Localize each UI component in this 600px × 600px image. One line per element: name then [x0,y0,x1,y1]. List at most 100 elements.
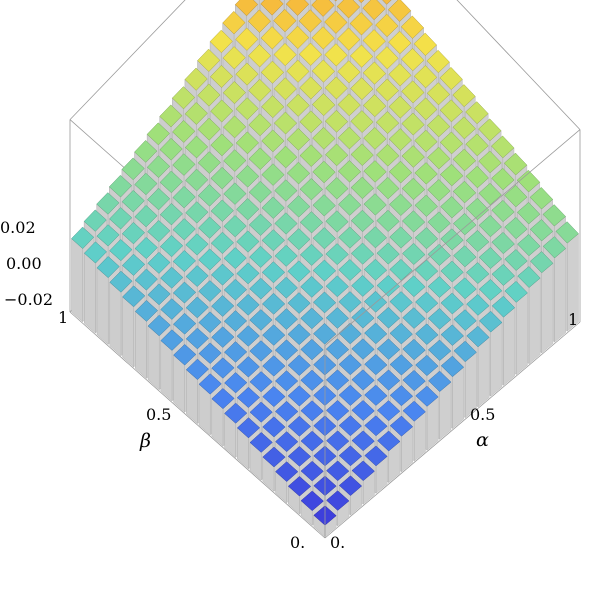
z-tick-label-1: 0.02 [0,218,36,237]
bar-top [414,97,438,121]
bar-top [184,67,208,91]
bar-top [248,213,273,236]
bar-top [210,166,234,190]
bar-top [326,460,350,482]
bar-top [134,236,158,260]
bar-top [159,203,183,226]
bar-top [223,115,247,139]
bar-top [121,222,145,245]
bar-top [351,338,375,360]
bar-top [439,131,464,155]
y-tick-label-0: 0. [290,533,305,552]
bar-top [273,42,297,67]
bar-top [134,140,158,163]
bar-top [452,84,476,108]
bar-top [428,339,452,361]
bar-top [388,30,412,55]
bar-top [300,307,324,330]
bar-top [427,114,451,138]
bar-top [325,177,349,200]
bar-top [71,226,95,249]
bar-top [261,196,285,219]
bar-top [440,163,464,187]
bar-top [122,285,146,308]
bar-top [298,9,322,33]
bar-top [249,245,273,268]
bar-top [210,231,234,254]
bar-top [236,325,260,347]
bar-top [388,160,413,184]
box-edge-front-top [324,129,581,346]
bar-top [275,370,299,392]
bar-top [121,189,145,213]
bar-top [274,145,298,169]
bar-top [465,230,490,253]
bar-top [350,209,375,233]
bar-top [402,275,426,298]
bar-top [147,251,171,274]
bar-top [160,266,184,289]
bar-top [401,48,425,72]
bar-top [286,161,311,185]
bar-top [362,61,387,85]
bar-top [389,322,413,345]
bar-top [185,201,209,224]
bar-top [402,400,426,422]
bar-top [349,12,373,36]
bar-top [287,415,311,437]
bar-top [413,32,437,56]
bar-top [402,210,426,233]
bar-top [286,25,310,50]
box-edge-front-floor-beta [69,311,326,539]
bar-top [210,99,234,123]
bar-side-left [135,310,147,379]
bar-top [260,0,284,16]
bar-top [324,10,348,34]
bar-top [440,228,464,251]
bar-top [222,81,246,105]
bar-top [262,355,286,377]
bar-top [172,120,196,143]
bar-top [325,275,349,298]
bar-top [300,243,324,266]
bar-top [478,118,502,142]
bar-top [415,354,439,377]
bar-top [223,247,247,270]
bar-top [375,13,399,38]
bar-top [338,193,362,216]
bar-top [334,0,338,2]
bar-top [350,110,374,133]
bar-top [402,307,426,329]
bar-top [426,82,451,106]
bar-top [504,184,528,208]
bar-top [248,113,272,137]
bar-top [197,184,222,207]
bar-top [299,211,324,234]
bar-top [287,385,311,407]
bar-top [83,241,107,264]
bar-top [428,370,452,392]
bar-top [286,93,310,117]
bar-top [274,179,298,202]
bar-top [173,344,197,366]
bar-top [453,309,477,331]
bar-top [364,290,388,313]
bar-top [325,210,349,233]
bar-top [542,204,566,227]
bar-top [375,46,399,70]
bar-top [198,311,222,334]
bar-top [338,445,363,467]
bar-top [402,242,426,265]
bar-top [325,338,350,360]
bar-top [185,168,209,192]
bar-top [274,339,299,361]
bar-top [350,44,374,68]
bar-top [299,110,323,134]
bar-top [185,327,209,350]
bar-top [452,116,476,140]
bar-grid [71,0,579,538]
x-tick-label-0: 0. [330,533,345,552]
bar-top [209,29,233,54]
bar-top [299,144,323,167]
box-edge-back-top [69,0,186,120]
